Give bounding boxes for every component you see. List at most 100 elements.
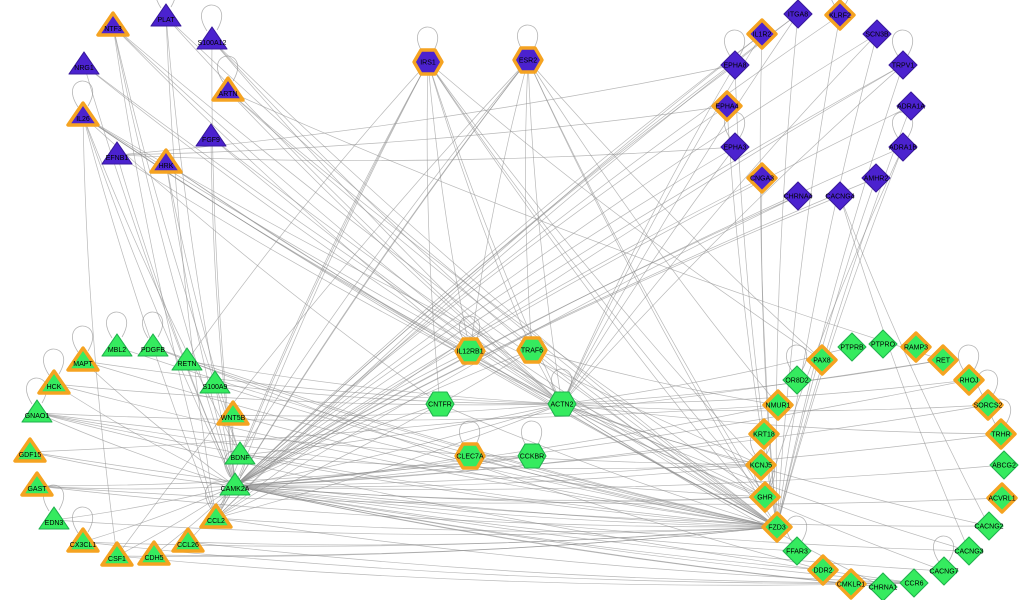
- edge-TRPV1-FZD3[interactable]: [776, 64, 904, 528]
- triangle-node-shape[interactable]: [137, 333, 169, 357]
- node-IRS1[interactable]: IRS1: [412, 48, 444, 76]
- hexagon-node-shape[interactable]: [412, 48, 444, 76]
- edge-TRAF6-FZD3[interactable]: [531, 349, 778, 528]
- node-KLRF2[interactable]: KLRF2: [824, 0, 856, 31]
- diamond-node-shape[interactable]: [868, 329, 898, 359]
- edge-ADRA1B-GHR[interactable]: [764, 146, 904, 498]
- edge-GAST-GHR[interactable]: [36, 485, 766, 504]
- triangle-node-shape[interactable]: [37, 369, 71, 395]
- node-HCK[interactable]: HCK: [37, 369, 71, 395]
- edge-IRS1-GHR[interactable]: [427, 61, 766, 498]
- node-CCR6[interactable]: CCR6: [899, 568, 929, 598]
- edge-TRAF6-CAMK2A[interactable]: [234, 349, 533, 487]
- edge-CHRNA4-CAMK2A[interactable]: [234, 195, 799, 487]
- edge-TRAF6-NMUR1[interactable]: [531, 349, 779, 406]
- triangle-node-shape[interactable]: [20, 471, 54, 497]
- hexagon-node-shape[interactable]: [512, 46, 544, 74]
- triangle-node-shape[interactable]: [101, 333, 133, 357]
- diamond-node-shape[interactable]: [861, 163, 891, 193]
- edge-HRK-CAMK2A[interactable]: [165, 162, 236, 487]
- node-PTPRO[interactable]: PTPRO: [868, 329, 898, 359]
- node-EPHA3[interactable]: EPHA3: [720, 132, 750, 162]
- triangle-node-shape[interactable]: [68, 51, 100, 75]
- triangle-node-shape[interactable]: [100, 541, 134, 567]
- node-ARTN[interactable]: ARTN: [211, 76, 245, 102]
- edge-IRS1-KCNJ5[interactable]: [427, 61, 762, 466]
- node-RHOJ[interactable]: RHOJ: [953, 364, 985, 396]
- diamond-node-shape[interactable]: [868, 572, 898, 600]
- self-loop-CCL2[interactable]: [205, 482, 227, 510]
- triangle-node-shape[interactable]: [196, 26, 228, 50]
- edge-ADRA1A-CAMK2A[interactable]: [234, 105, 912, 487]
- node-FZD3[interactable]: FZD3: [761, 511, 793, 543]
- edge-CLEC7A-FZD3[interactable]: [469, 455, 778, 528]
- edge-CACNG4-CAMK2A[interactable]: [234, 195, 841, 487]
- edge-IRS1-RETN[interactable]: [186, 61, 429, 362]
- edge-CCL26-FZD3[interactable]: [187, 526, 778, 546]
- edge-ESR2-TRAF6[interactable]: [525, 59, 533, 351]
- node-MBL2[interactable]: MBL2: [101, 333, 133, 357]
- node-MAPT[interactable]: MAPT: [66, 346, 100, 372]
- node-CACNG4[interactable]: CACNG4: [825, 181, 855, 211]
- edge-ESR2-NMUR1[interactable]: [527, 59, 779, 406]
- diamond-node-shape[interactable]: [862, 19, 892, 49]
- edge-CAMK2A-KCNJ5[interactable]: [234, 464, 762, 488]
- triangle-node-shape[interactable]: [13, 437, 47, 463]
- edge-ACTN2-CACNG2[interactable]: [561, 403, 990, 527]
- edge-ITGA8-CAMK2A[interactable]: [234, 13, 799, 487]
- triangle-node-shape[interactable]: [199, 370, 231, 394]
- edge-CCL2-ACTN2[interactable]: [215, 403, 563, 519]
- node-BDNF[interactable]: BDNF: [224, 441, 256, 465]
- edge-CAMK2A-NMUR1[interactable]: [234, 404, 779, 487]
- triangle-node-shape[interactable]: [211, 76, 245, 102]
- triangle-node-shape[interactable]: [171, 527, 205, 553]
- diamond-node-shape[interactable]: [953, 364, 985, 396]
- edge-BDNF-ACTN2[interactable]: [239, 403, 563, 456]
- triangle-node-shape[interactable]: [66, 346, 100, 372]
- diamond-node-shape[interactable]: [806, 344, 838, 376]
- triangle-node-shape[interactable]: [216, 400, 250, 426]
- diamond-node-shape[interactable]: [762, 389, 794, 421]
- diamond-node-shape[interactable]: [835, 568, 867, 600]
- edge-EPHA8-ACTN2[interactable]: [561, 64, 736, 405]
- edge-CACNG4-CACNG2[interactable]: [839, 195, 990, 527]
- edge-ARTN-FZD3[interactable]: [227, 90, 778, 528]
- node-CMKLR1[interactable]: CMKLR1: [835, 568, 867, 600]
- edge-EFNB1-ACTN2[interactable]: [116, 154, 563, 405]
- edge-HCK-CAMK2A[interactable]: [53, 383, 236, 487]
- self-loop-MBL2[interactable]: [106, 311, 128, 339]
- diamond-node-shape[interactable]: [783, 181, 813, 211]
- node-CLEC7A[interactable]: CLEC7A: [454, 442, 486, 470]
- edge-PLAT-CCL2[interactable]: [165, 16, 217, 519]
- hexagon-node-shape[interactable]: [517, 443, 547, 469]
- diamond-node-shape[interactable]: [985, 418, 1017, 450]
- node-ESR2[interactable]: ESR2: [512, 46, 544, 74]
- edge-IRS1-IL12RB1[interactable]: [427, 61, 471, 352]
- edge-GNAO1-NMUR1[interactable]: [36, 404, 779, 421]
- triangle-node-shape[interactable]: [199, 503, 233, 529]
- diamond-node-shape[interactable]: [989, 450, 1019, 480]
- edge-GAST-FZD3[interactable]: [36, 485, 778, 528]
- hexagon-node-shape[interactable]: [547, 391, 577, 417]
- diamond-node-shape[interactable]: [929, 556, 959, 586]
- edge-RETN-ACTN2[interactable]: [186, 360, 563, 405]
- edge-CACNG4-CACNG3[interactable]: [839, 195, 970, 552]
- edge-ACTN2-RET[interactable]: [561, 359, 944, 405]
- edge-IL26-CSF1[interactable]: [82, 115, 118, 557]
- diamond-node-shape[interactable]: [888, 132, 918, 162]
- edge-CAMK2A-CCKBR[interactable]: [234, 455, 533, 487]
- edge-IL12RB1-CAMK2A[interactable]: [234, 350, 471, 487]
- node-ACVRL1[interactable]: ACVRL1: [986, 482, 1018, 514]
- edge-IRS1-CNTFR[interactable]: [426, 61, 441, 405]
- node-FFAR3[interactable]: FFAR3: [782, 536, 812, 566]
- node-NRG1[interactable]: NRG1: [68, 51, 100, 75]
- edge-ESR2-IL12RB1[interactable]: [469, 59, 529, 352]
- edge-CAMK2A-FZD3[interactable]: [234, 485, 778, 528]
- node-AMHR2[interactable]: AMHR2: [861, 163, 891, 193]
- edge-MBL2-FZD3[interactable]: [116, 346, 778, 528]
- edge-IL1R2-ACTN2[interactable]: [561, 33, 763, 405]
- edge-ACTN2-KCNJ5[interactable]: [561, 403, 762, 466]
- self-loop-IL12RB1[interactable]: [459, 315, 481, 343]
- edge-CNTFR-FZD3[interactable]: [439, 403, 778, 528]
- edge-SCN3B-CAMK2A[interactable]: [234, 33, 878, 487]
